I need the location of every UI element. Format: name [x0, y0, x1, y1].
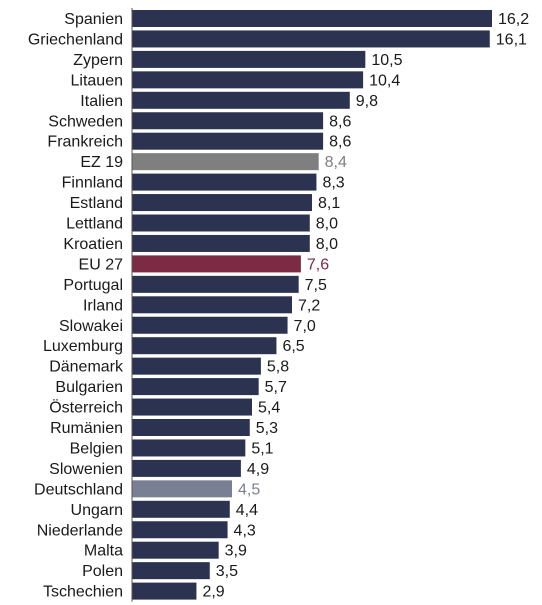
bar-bulgarien [132, 378, 259, 396]
category-label-niederlande: Niederlande [37, 522, 123, 539]
category-label-slowakei: Slowakei [59, 318, 123, 335]
bar-portugal [132, 275, 299, 293]
value-label-italien: 9,8 [356, 93, 378, 110]
category-label-irland: Irland [83, 297, 123, 314]
category-label-malta: Malta [84, 543, 123, 560]
value-label-belgien: 5,1 [251, 440, 273, 457]
value-label-irland: 7,2 [298, 297, 320, 314]
category-label-lettland: Lettland [66, 216, 123, 233]
bar-tschechien [132, 582, 197, 600]
value-label-griechenland: 16,1 [496, 31, 527, 48]
category-label-kroatien: Kroatien [63, 236, 123, 253]
value-label-luxemburg: 6,5 [282, 338, 304, 355]
value-label-malta: 3,9 [225, 543, 247, 560]
bar-irland [132, 296, 292, 314]
value-label-ez-19: 8,4 [325, 154, 347, 171]
category-label-bulgarien: Bulgarien [55, 379, 123, 396]
bar-frankreich [132, 132, 324, 150]
category-label-daenemark: Dänemark [49, 359, 124, 376]
value-label-spanien: 16,2 [498, 11, 529, 28]
bar-luxemburg [132, 337, 277, 355]
category-labels-group: Spanien Griechenland Zypern Litauen Italien S… [28, 11, 124, 601]
category-label-frankreich: Frankreich [47, 134, 123, 151]
value-label-litauen: 10,4 [369, 72, 400, 89]
category-label-schweden: Schweden [48, 113, 123, 130]
bar-schweden [132, 112, 324, 130]
value-label-zypern: 10,5 [371, 52, 402, 69]
bar-malta [132, 541, 219, 559]
value-label-finnland: 8,3 [322, 175, 344, 192]
value-label-bulgarien: 5,7 [265, 379, 287, 396]
value-label-estland: 8,1 [318, 195, 340, 212]
category-label-italien: Italien [80, 93, 123, 110]
bar-ez-19 [132, 153, 319, 171]
bar-deutschland [132, 480, 232, 498]
category-label-belgien: Belgien [70, 440, 123, 457]
value-label-deutschland: 4,5 [238, 481, 260, 498]
value-label-daenemark: 5,8 [267, 359, 289, 376]
category-label-litauen: Litauen [71, 72, 124, 89]
bar-estland [132, 194, 312, 212]
category-label-ez-19: EZ 19 [80, 154, 123, 171]
category-label-tschechien: Tschechien [43, 584, 123, 601]
value-label-frankreich: 8,6 [329, 134, 351, 151]
bar-oesterreich [132, 398, 252, 416]
value-label-slowenien: 4,9 [247, 461, 269, 478]
value-label-rumaenien: 5,3 [256, 420, 278, 437]
category-label-eu-27: EU 27 [79, 256, 124, 273]
bar-litauen [132, 71, 364, 89]
category-label-slowenien: Slowenien [49, 461, 123, 478]
bar-slowakei [132, 316, 288, 334]
category-label-rumaenien: Rumänien [50, 420, 123, 437]
category-label-polen: Polen [82, 563, 123, 580]
bar-italien [132, 91, 350, 109]
category-label-finnland: Finnland [62, 175, 123, 192]
value-label-niederlande: 4,3 [234, 522, 256, 539]
value-label-ungarn: 4,4 [236, 502, 258, 519]
bar-polen [132, 562, 210, 580]
value-label-portugal: 7,5 [305, 277, 327, 294]
category-label-deutschland: Deutschland [34, 481, 123, 498]
bar-zypern [132, 50, 366, 68]
category-label-estland: Estland [70, 195, 123, 212]
value-label-schweden: 8,6 [329, 113, 351, 130]
category-label-portugal: Portugal [63, 277, 123, 294]
bar-eu-27 [132, 255, 301, 273]
bar-spanien [132, 10, 492, 27]
category-label-zypern: Zypern [73, 52, 123, 69]
value-labels-group: 16,2 16,1 10,5 10,4 9,8 8,6 8,6 8,4 8,3 8,1 8,0 8,0… [202, 11, 529, 601]
category-label-griechenland: Griechenland [28, 31, 123, 48]
bar-belgien [132, 439, 246, 457]
value-label-slowakei: 7,0 [294, 318, 316, 335]
bar-ungarn [132, 500, 230, 518]
value-label-tschechien: 2,9 [202, 584, 224, 601]
bar-finnland [132, 173, 317, 191]
value-label-kroatien: 8,0 [316, 236, 338, 253]
category-label-spanien: Spanien [64, 11, 123, 28]
category-label-oesterreich: Österreich [49, 399, 123, 417]
bar-rumaenien [132, 419, 250, 436]
value-label-polen: 3,5 [216, 563, 238, 580]
value-label-oesterreich: 5,4 [258, 400, 280, 417]
category-label-luxemburg: Luxemburg [43, 338, 123, 355]
category-label-ungarn: Ungarn [71, 502, 123, 519]
value-label-lettland: 8,0 [316, 216, 338, 233]
bar-daenemark [132, 357, 261, 375]
bar-griechenland [132, 30, 490, 48]
bar-niederlande [132, 521, 228, 539]
bar-kroatien [132, 234, 310, 252]
bar-slowenien [132, 459, 241, 477]
bar-lettland [132, 214, 310, 232]
value-label-eu-27: 7,6 [307, 256, 329, 273]
bars-group [132, 10, 492, 600]
